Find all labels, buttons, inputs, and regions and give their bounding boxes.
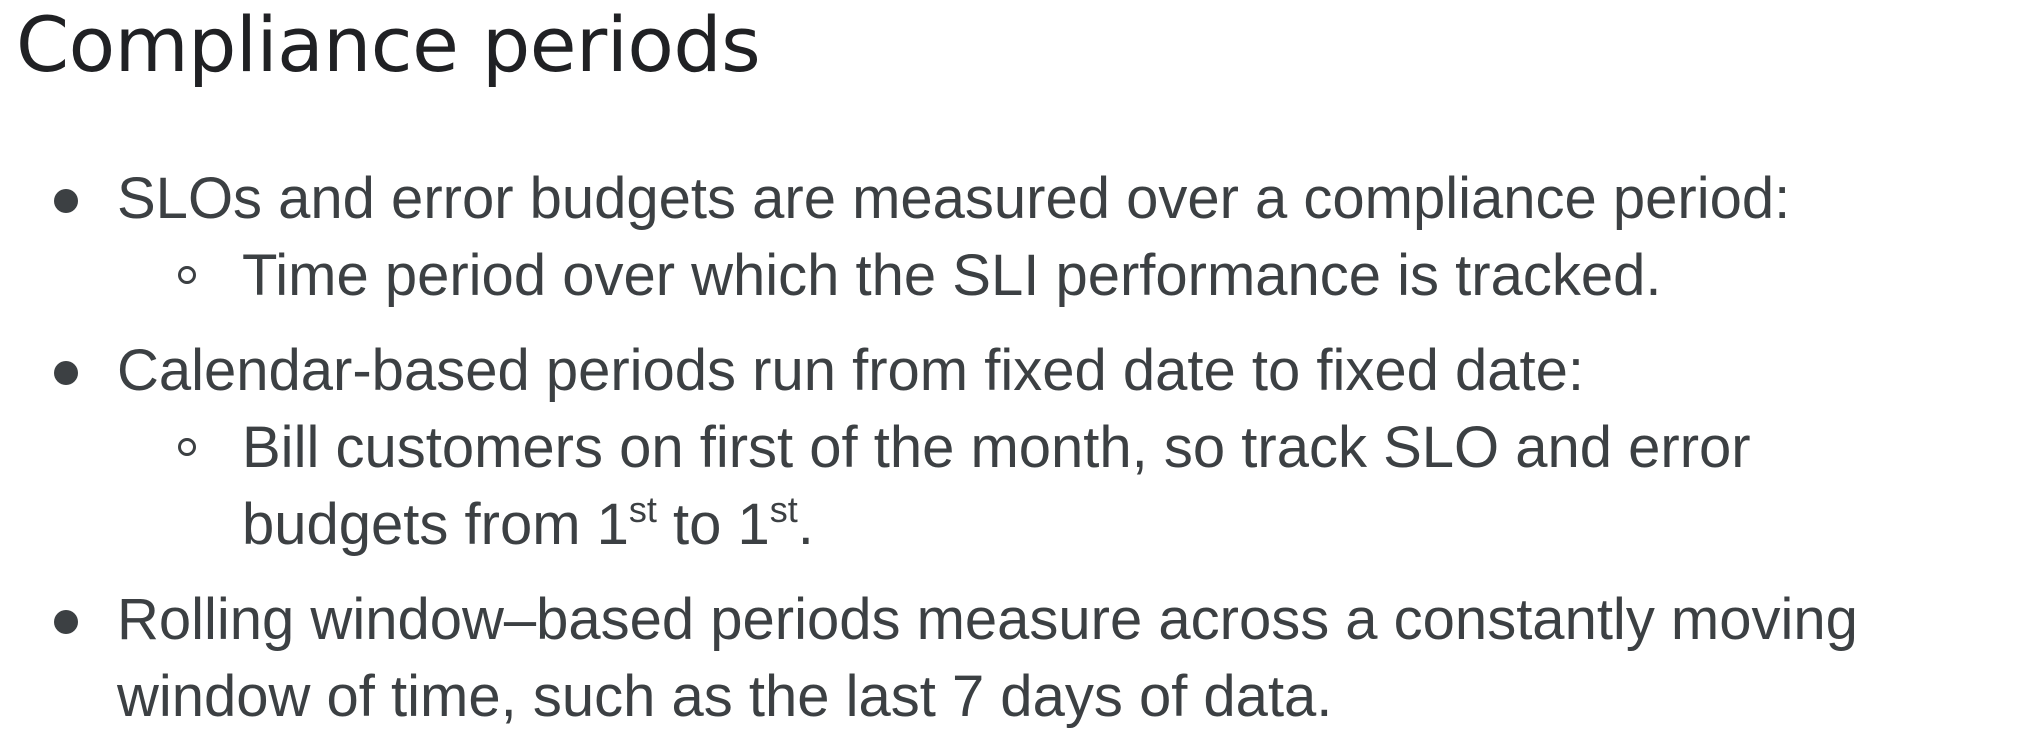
bullet-dot-icon [54, 610, 78, 634]
bullet-text-line2: window of time, such as the last 7 days … [117, 664, 1333, 729]
bullet-dot-icon [54, 361, 78, 385]
bullet-dot-icon [54, 189, 78, 213]
sub-bullet-text-line1: Bill customers on first of the month, so… [242, 415, 1751, 480]
bullet-text: Calendar-based periods run from fixed da… [117, 338, 1584, 403]
slide-title: Compliance periods [16, 0, 761, 89]
bullet-item-rolling-window: Rolling window–based periods measure acr… [0, 581, 2027, 735]
sub-list: Bill customers on first of the month, so… [117, 409, 2027, 563]
bullet-item-calendar-based: Calendar-based periods run from fixed da… [0, 332, 2027, 563]
bullet-text-line1: Rolling window–based periods measure acr… [117, 587, 1858, 652]
hollow-bullet-icon [178, 266, 196, 284]
text-segment: budgets from 1 [242, 492, 629, 557]
sub-bullet-text: Time period over which the SLI performan… [242, 243, 1662, 308]
ordinal-superscript: st [769, 489, 798, 530]
bullet-item-compliance-period: SLOs and error budgets are measured over… [0, 160, 2027, 314]
bullet-text: SLOs and error budgets are measured over… [117, 166, 1791, 231]
sub-bullet-item: Bill customers on first of the month, so… [117, 409, 2027, 563]
hollow-bullet-icon [178, 438, 196, 456]
text-segment: to 1 [656, 492, 770, 557]
sub-bullet-text-line2: budgets from 1st to 1st. [242, 486, 2027, 563]
text-segment: . [797, 492, 814, 557]
sub-list: Time period over which the SLI performan… [117, 237, 2027, 314]
ordinal-superscript: st [628, 489, 657, 530]
bullet-list: SLOs and error budgets are measured over… [0, 160, 2027, 735]
sub-bullet-item: Time period over which the SLI performan… [117, 237, 2027, 314]
